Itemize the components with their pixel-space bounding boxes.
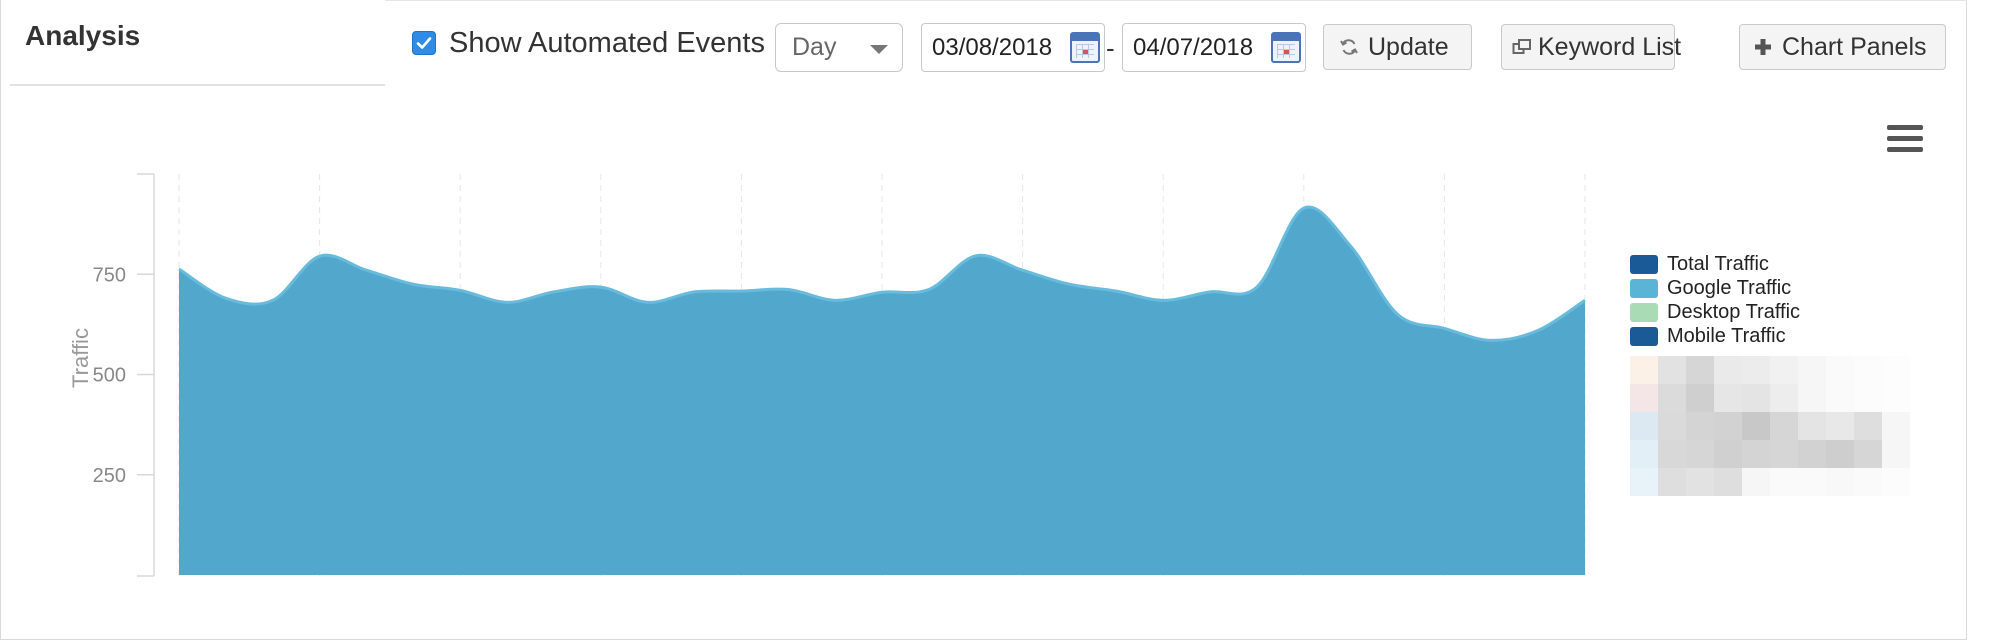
redacted-pixel	[1742, 412, 1770, 440]
redacted-pixel	[1686, 384, 1714, 412]
redacted-pixel	[1714, 468, 1742, 496]
redacted-pixel	[1770, 356, 1798, 384]
redacted-pixel	[1882, 468, 1910, 496]
legend-swatch	[1630, 303, 1658, 322]
redacted-pixel	[1658, 412, 1686, 440]
redacted-pixel	[1770, 412, 1798, 440]
redacted-pixel	[1714, 384, 1742, 412]
y-tick-label: 750	[93, 264, 126, 286]
redacted-pixel	[1658, 440, 1686, 468]
redacted-pixel	[1742, 440, 1770, 468]
redacted-pixel	[1686, 440, 1714, 468]
y-tick-label: 500	[93, 365, 126, 387]
legend-label: Desktop Traffic	[1667, 301, 1800, 324]
legend-item[interactable]: Mobile Traffic	[1630, 324, 1800, 348]
redacted-pixel	[1630, 440, 1658, 468]
redacted-pixel	[1826, 356, 1854, 384]
redacted-pixel	[1630, 356, 1658, 384]
redacted-pixel	[1854, 356, 1882, 384]
redacted-pixel	[1714, 412, 1742, 440]
redacted-pixel	[1742, 468, 1770, 496]
redacted-pixel	[1798, 468, 1826, 496]
legend-swatch	[1630, 255, 1658, 274]
redacted-pixel	[1882, 384, 1910, 412]
redacted-pixel	[1854, 468, 1882, 496]
legend-swatch	[1630, 327, 1658, 346]
legend-label: Mobile Traffic	[1667, 325, 1786, 348]
redacted-pixel	[1798, 356, 1826, 384]
legend-item[interactable]: Desktop Traffic	[1630, 300, 1800, 324]
legend-label: Total Traffic	[1667, 253, 1769, 276]
redacted-pixel	[1686, 356, 1714, 384]
redacted-pixel	[1882, 356, 1910, 384]
redacted-pixel	[1770, 440, 1798, 468]
redacted-pixel	[1630, 412, 1658, 440]
redacted-pixel	[1826, 384, 1854, 412]
redacted-pixel	[1630, 468, 1658, 496]
redacted-pixel	[1630, 384, 1658, 412]
redacted-pixel	[1770, 384, 1798, 412]
redacted-pixel	[1742, 356, 1770, 384]
legend-item[interactable]: Google Traffic	[1630, 276, 1800, 300]
redacted-pixel	[1826, 412, 1854, 440]
redacted-pixel	[1882, 412, 1910, 440]
redacted-pixel	[1826, 468, 1854, 496]
redacted-pixel	[1770, 468, 1798, 496]
redacted-pixel	[1826, 440, 1854, 468]
y-axis-label: Traffic	[68, 328, 93, 388]
redacted-pixel	[1714, 440, 1742, 468]
redacted-pixel	[1854, 440, 1882, 468]
redacted-pixel	[1798, 440, 1826, 468]
redacted-pixel	[1658, 468, 1686, 496]
legend-label: Google Traffic	[1667, 277, 1791, 300]
redacted-pixel	[1854, 412, 1882, 440]
redacted-pixel	[1714, 356, 1742, 384]
legend-swatch	[1630, 279, 1658, 298]
redacted-pixel	[1854, 384, 1882, 412]
redacted-pixel	[1798, 412, 1826, 440]
redacted-pixel	[1658, 384, 1686, 412]
redacted-pixel	[1686, 468, 1714, 496]
redacted-pixel	[1686, 412, 1714, 440]
redacted-pixel	[1798, 384, 1826, 412]
redacted-pixel	[1882, 440, 1910, 468]
legend-item[interactable]: Total Traffic	[1630, 252, 1800, 276]
y-tick-label: 250	[93, 465, 126, 487]
pixelated-redacted-legend	[1630, 356, 1900, 496]
redacted-pixel	[1658, 356, 1686, 384]
redacted-pixel	[1742, 384, 1770, 412]
